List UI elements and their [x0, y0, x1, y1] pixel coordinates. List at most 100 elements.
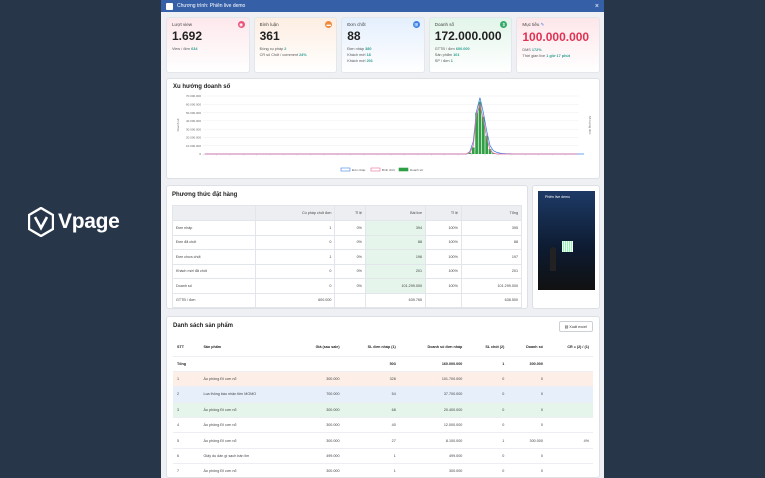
table-row[interactable]: 6 Giấy dụ dán gì sạch bàn lim 499.000 1 499.… — [173, 448, 593, 465]
live-video-thumbnail[interactable]: Phiên live demo — [538, 191, 595, 290]
card-sub-value: 600.000 — [455, 47, 470, 51]
table-cell: 160.000.000 — [399, 356, 467, 372]
stat-cards: Lượt view 1.692 View / đơn 634 ◉ Bình lu… — [166, 17, 600, 73]
card-label: Lượt view — [172, 22, 192, 27]
table-header[interactable]: Giá (sau sale) — [293, 338, 344, 357]
table-cell: 0 — [466, 448, 509, 465]
y-tick-label: 20.000.000 — [186, 136, 201, 140]
table-header[interactable]: SL chốt (2) — [466, 338, 509, 357]
card-sub-label: Sản phẩm — [434, 53, 454, 57]
table-cell: 1 — [343, 463, 400, 478]
table-cell: 0% — [334, 220, 366, 236]
chart-bar — [475, 112, 478, 154]
table-cell: 0 — [254, 234, 336, 250]
table-header[interactable]: SL đơn nháp (1) — [343, 338, 400, 357]
table-cell — [546, 417, 593, 434]
dollar-icon: $ — [500, 21, 508, 28]
table-cell: 100% — [425, 263, 462, 279]
table-cell: 7 — [173, 463, 200, 478]
close-icon[interactable]: × — [594, 2, 599, 10]
table-cell: 0% — [334, 278, 366, 294]
card-sub-label: Thời gian live — [522, 54, 547, 58]
export-excel-button[interactable]: ▤ Xuất excel — [558, 321, 593, 332]
table-row[interactable]: 1 Áo phông ĐI cơn nổ 300.000 328 101.700.000… — [173, 371, 593, 388]
table-header: Tổng — [460, 205, 523, 221]
table-cell: 300.000 — [508, 356, 547, 372]
card-sub-value: 634 — [191, 47, 198, 51]
table-cell: 100% — [425, 220, 462, 236]
table-cell: 1 — [254, 220, 336, 236]
y-tick-label: 70.000.000 — [186, 94, 201, 98]
table-header[interactable]: Sản phẩm — [199, 338, 294, 357]
table-cell: 88 — [460, 234, 523, 250]
y-axis-right-label: Số lượng đơn — [588, 116, 592, 135]
table-header: Tỉ lệ — [334, 205, 366, 221]
table-cell: 0 — [254, 263, 336, 279]
app-logo-icon — [166, 2, 173, 10]
card-sub-label: Đóng cụ pháp — [259, 47, 285, 51]
product-table: STT Sản phẩm Giá (sau sale) SL đơn nháp … — [173, 338, 593, 478]
table-header[interactable]: Doanh số đơn nháp — [399, 338, 467, 357]
table-cell — [546, 448, 593, 465]
comment-icon: ▬ — [325, 21, 333, 28]
card-sub-value: 101 — [453, 53, 460, 57]
card-sub-value: 18 — [366, 53, 371, 57]
legend-swatch — [340, 167, 351, 172]
table-cell: 27 — [343, 432, 400, 449]
product-list-panel: Danh sách sản phẩm ▤ Xuất excel STT Sản … — [166, 316, 600, 478]
table-cell: Áo phông ĐI cơn nổ — [199, 371, 294, 388]
legend-label: Đơn nháp — [352, 168, 366, 172]
table-header[interactable]: CR = (2) / (1) — [546, 338, 593, 357]
table-cell: 101.700.000 — [399, 371, 467, 388]
table-row: Khách mới đã chốt 0 0% 201 100% 201 — [172, 263, 523, 279]
table-header[interactable]: Doanh số — [508, 338, 547, 357]
table-cell: Giấy dụ dán gì sạch bàn lim — [199, 448, 294, 465]
table-cell: 503 — [343, 356, 400, 372]
chart-bar — [488, 149, 492, 154]
table-cell — [546, 386, 593, 403]
y-tick-label: 10.000.000 — [186, 144, 201, 148]
table-cell: 0 — [466, 417, 509, 434]
orders-title: Phương thức đặt hàng — [172, 192, 238, 198]
live-caption: Phiên live demo — [545, 195, 570, 199]
table-cell: 0% — [334, 249, 366, 265]
table-cell: 328 — [343, 371, 400, 388]
table-cell: Tổng — [173, 356, 200, 372]
table-row[interactable]: 2 Loa thông báo nhận tiền MOMO 700.000 54 37… — [173, 386, 593, 403]
table-cell: 54 — [343, 386, 400, 403]
table-row[interactable]: 4 Áo phông ĐI cơn nổ 300.000 40 12.000.000 0 0 — [173, 417, 593, 434]
table-cell: 300.000 — [293, 417, 344, 434]
table-row: Đơn nháp 1 0% 394 100% 395 — [172, 220, 523, 236]
table-cell: 201 — [364, 263, 427, 279]
y-tick-label: 40.000.000 — [186, 119, 201, 123]
table-header — [172, 205, 256, 221]
table-cell: 700.000 — [293, 386, 344, 403]
table-cell — [199, 356, 294, 372]
edit-icon[interactable]: ✎ — [540, 22, 545, 27]
table-row[interactable]: 3 Áo phông ĐI cơn nổ 300.000 68 20.400.000 0 0 — [173, 402, 593, 419]
card-label: Bình luận — [259, 22, 279, 27]
table-row[interactable]: 5 Áo phông ĐI cơn nổ 300.000 27 8.100.000 1 30… — [173, 432, 593, 449]
table-cell: 300.000 — [399, 463, 467, 478]
table-cell: 100% — [425, 249, 462, 265]
card-sub-value: 24% — [299, 53, 307, 57]
table-cell: Doanh số — [172, 278, 256, 294]
table-cell: 197 — [460, 249, 523, 265]
card-value: 1.692 — [172, 29, 203, 43]
table-cell: 499.000 — [399, 448, 467, 465]
table-cell — [293, 356, 344, 372]
card-revenue: Doanh số 172.000.000 GTTB / đơn 600.000 … — [428, 17, 513, 73]
table-cell: Áo phông ĐI cơn nổ — [199, 463, 294, 478]
chart-bar — [471, 147, 475, 154]
legend-swatch — [398, 167, 409, 172]
brand-name: Vpage — [58, 210, 120, 233]
table-cell: 3 — [173, 402, 200, 419]
table-header: Cú pháp chốt đơn — [254, 205, 336, 221]
table-row[interactable]: 7 Áo phông ĐI cơn nổ 300.000 1 300.000 0 0 — [173, 463, 593, 478]
table-header[interactable]: STT — [173, 338, 200, 357]
table-cell: 196 — [364, 249, 427, 265]
table-cell: 395 — [460, 220, 523, 236]
card-sub-value: 1 — [450, 59, 453, 63]
table-row: GTTB / đơn 600.000 639.765 638.500 — [172, 292, 523, 308]
table-cell — [546, 356, 593, 372]
